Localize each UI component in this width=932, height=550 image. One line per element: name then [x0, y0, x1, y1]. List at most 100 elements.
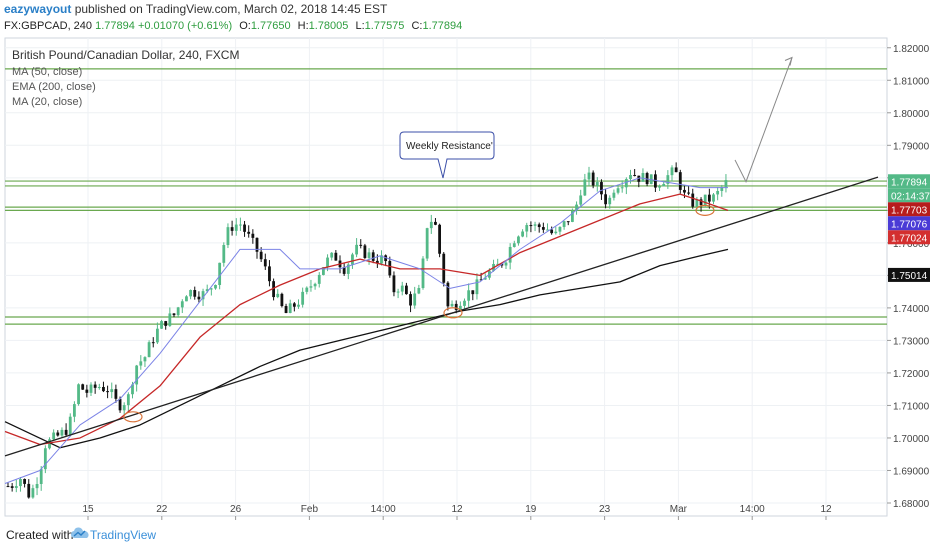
candle-up	[629, 175, 632, 180]
price-labels: 1.77894 02:14:37 1.77703 1.77076 1.77024 1.75…	[888, 174, 930, 282]
candle-up	[205, 289, 209, 292]
forecast-arrow[interactable]	[734, 57, 793, 183]
candle-up	[89, 384, 93, 393]
candle-down	[637, 175, 641, 182]
last-price: 1.77894	[95, 20, 135, 32]
y-tick-label: 1.70000	[893, 434, 930, 445]
candle-down	[604, 194, 607, 205]
low-value: 1.77575	[364, 20, 405, 32]
candle-down	[6, 486, 10, 488]
price-change: +0.01070 (+0.61%)	[137, 20, 233, 32]
candle-up	[579, 195, 583, 205]
candle-up	[297, 304, 300, 307]
candle-up	[185, 296, 188, 302]
drawings[interactable]	[4, 56, 879, 457]
y-tick-label: 1.80000	[893, 109, 930, 120]
candle-down	[259, 251, 263, 260]
candle-up	[226, 227, 230, 246]
plot-area	[4, 37, 888, 517]
candle-down	[27, 483, 31, 498]
candle-up	[39, 469, 43, 485]
x-tick-label: 12	[820, 504, 832, 515]
candle-down	[687, 192, 690, 194]
candle-up	[533, 224, 537, 226]
candle-up	[139, 361, 143, 366]
candle-down	[550, 229, 554, 234]
candle-up	[135, 365, 139, 385]
candle-down	[633, 175, 637, 177]
candle-up	[413, 293, 417, 306]
candle-down	[263, 259, 267, 267]
candle-up	[475, 279, 479, 295]
candle-down	[342, 267, 346, 274]
y-tick-label: 1.81000	[893, 76, 930, 87]
candle-up	[214, 284, 217, 289]
candle-down	[172, 313, 176, 316]
candle-up	[425, 228, 429, 259]
x-tick-label: 15	[82, 504, 94, 515]
candle-up	[43, 448, 47, 470]
candle-down	[678, 172, 682, 190]
candle-up	[322, 267, 325, 275]
author-link[interactable]: eazywayout	[4, 2, 72, 16]
candle-down	[93, 384, 97, 388]
candle-up	[421, 258, 425, 289]
candle-up	[587, 172, 591, 180]
tradingview-brand[interactable]: TradingView	[90, 528, 157, 542]
candle-up	[695, 199, 699, 207]
legend-ema200: EMA (200, close)	[12, 81, 96, 93]
weekly-resistance-callout[interactable]: Weekly Resistance'	[399, 131, 495, 179]
candle-up	[554, 231, 558, 234]
candle-down	[541, 227, 545, 230]
candle-up	[313, 283, 317, 287]
candle-up	[97, 386, 101, 388]
horizontal-levels[interactable]	[5, 68, 887, 325]
touch-circle[interactable]	[443, 307, 463, 319]
candle-down	[479, 279, 483, 281]
low-label: L:	[355, 20, 365, 32]
candle-up	[201, 291, 205, 300]
candle-down	[334, 252, 338, 261]
price-chart[interactable]: 1.820001.810001.800001.790001.780001.770…	[0, 0, 932, 520]
candle-up	[595, 182, 599, 186]
candle-up	[521, 231, 524, 237]
x-tick-label: 12	[451, 504, 463, 515]
symbol-name: FX:GBPCAD, 240	[4, 20, 93, 32]
candle-down	[255, 237, 259, 252]
price-label-bg	[888, 188, 930, 203]
price-label-bg	[888, 202, 930, 217]
candle-up	[483, 277, 487, 280]
candle-down	[454, 303, 458, 310]
candle-down	[118, 398, 122, 411]
candle-down	[151, 342, 155, 344]
candle-down	[106, 391, 109, 393]
touch-circle[interactable]	[123, 411, 143, 423]
candle-up	[429, 221, 433, 229]
candle-down	[230, 227, 234, 231]
candle-down	[272, 281, 275, 298]
candle-down	[471, 290, 475, 295]
touch-circle[interactable]	[695, 204, 715, 216]
candle-down	[566, 221, 570, 223]
candle-up	[239, 224, 242, 226]
y-tick-label: 1.72000	[893, 369, 930, 380]
candle-up	[110, 389, 114, 393]
candle-up	[180, 301, 184, 308]
candle-up	[417, 288, 421, 294]
candle-up	[396, 291, 400, 293]
candle-up	[234, 224, 238, 231]
created-with-text: Created with	[6, 528, 74, 542]
candle-down	[529, 225, 533, 227]
y-tick-label: 1.68000	[893, 499, 930, 510]
candle-up	[288, 303, 292, 314]
y-tick-label: 1.74000	[893, 304, 930, 315]
candle-up	[73, 404, 76, 417]
candle-down	[284, 306, 288, 314]
candle-down	[442, 253, 446, 283]
candle-up	[351, 254, 354, 265]
candle-up	[14, 486, 18, 488]
candle-up	[641, 173, 645, 182]
candle-up	[400, 285, 404, 292]
ascending-trendline[interactable]	[4, 176, 879, 457]
legend-title: British Pound/Canadian Dollar, 240, FXCM	[12, 48, 239, 62]
